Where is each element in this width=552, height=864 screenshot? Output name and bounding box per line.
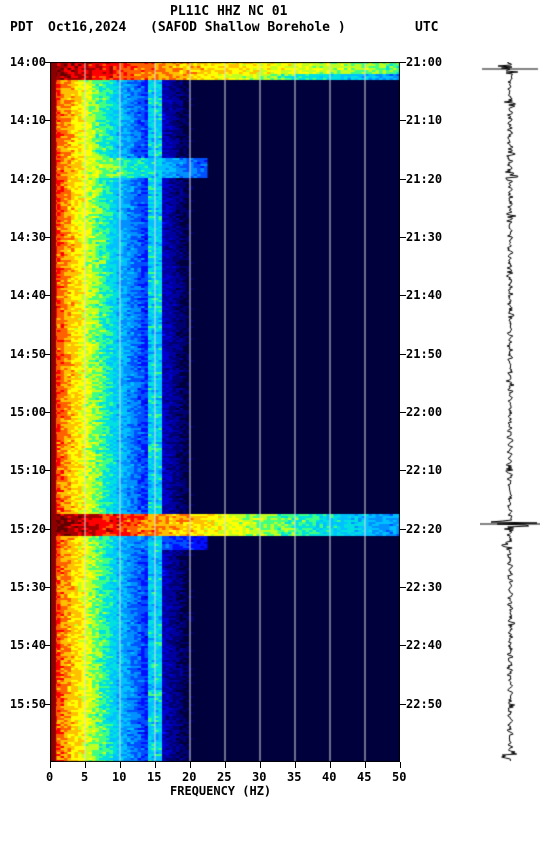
right-time-tick: 22:40 [406,638,442,652]
right-time-tick: 21:50 [406,347,442,361]
left-time-tick: 14:10 [10,113,46,127]
frequency-tick: 5 [81,770,88,784]
left-time-tick: 15:20 [10,522,46,536]
right-time-tick: 21:40 [406,288,442,302]
left-time-tick: 15:40 [10,638,46,652]
frequency-tick: 50 [392,770,406,784]
site-label: (SAFOD Shallow Borehole ) [150,20,346,35]
x-axis-label: FREQUENCY (HZ) [170,784,271,798]
left-time-tick: 15:50 [10,697,46,711]
left-time-tick: 14:30 [10,230,46,244]
frequency-tick: 10 [112,770,126,784]
frequency-tick: 25 [217,770,231,784]
left-time-tick: 14:40 [10,288,46,302]
right-time-tick: 22:50 [406,697,442,711]
frequency-tick: 20 [182,770,196,784]
right-time-tick: 21:30 [406,230,442,244]
frequency-tick: 45 [357,770,371,784]
frequency-tick: 15 [147,770,161,784]
left-time-tick: 14:50 [10,347,46,361]
chart-container: { "header": { "station_line": "PL11C HHZ… [0,0,552,864]
frequency-tick: 35 [287,770,301,784]
frequency-tick: 0 [46,770,53,784]
seismogram-trace [480,62,540,762]
right-time-tick: 22:00 [406,405,442,419]
left-time-tick: 14:00 [10,55,46,69]
right-time-tick: 21:10 [406,113,442,127]
date-label: Oct16,2024 [48,20,126,35]
station-title: PL11C HHZ NC 01 [170,4,287,19]
right-time-tick: 22:30 [406,580,442,594]
spectrogram-plot [50,62,400,762]
left-time-tick: 15:10 [10,463,46,477]
right-time-tick: 21:20 [406,172,442,186]
frequency-tick: 30 [252,770,266,784]
left-time-tick: 14:20 [10,172,46,186]
right-timezone-label: UTC [415,20,438,35]
left-time-tick: 15:00 [10,405,46,419]
right-time-tick: 21:00 [406,55,442,69]
right-time-tick: 22:10 [406,463,442,477]
left-timezone-label: PDT [10,20,33,35]
frequency-tick: 40 [322,770,336,784]
right-time-tick: 22:20 [406,522,442,536]
left-time-tick: 15:30 [10,580,46,594]
